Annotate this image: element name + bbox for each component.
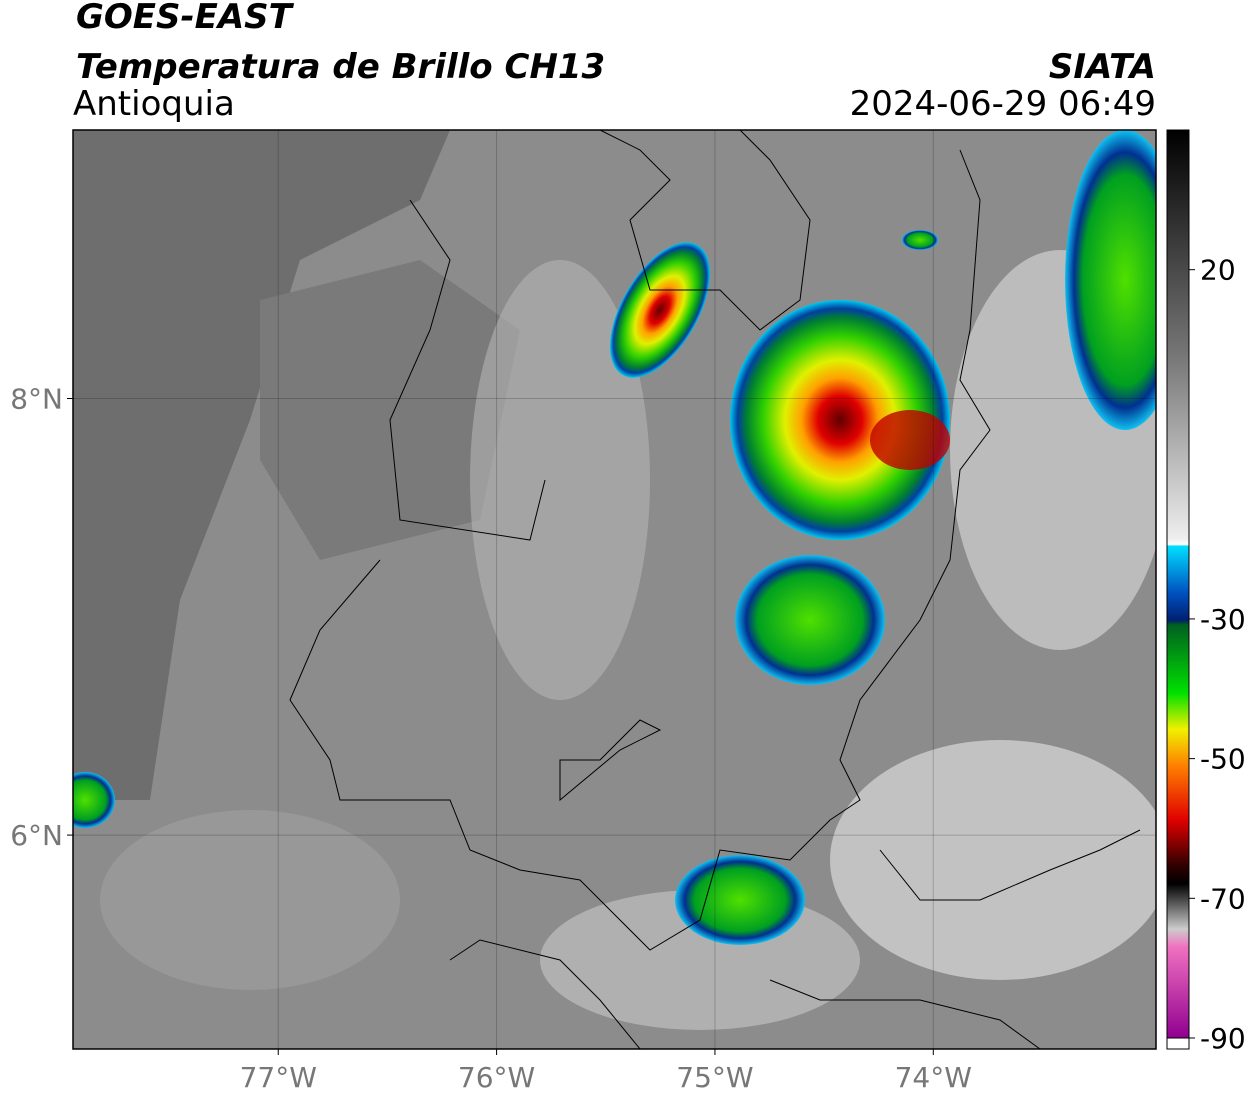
x-tick-label: 74°W <box>895 1061 972 1094</box>
colorbar-tick-label: -50 <box>1200 743 1246 776</box>
product-title: Temperatura de Brillo CH13 <box>76 47 605 87</box>
x-tick-label: 77°W <box>240 1061 317 1094</box>
satellite-name: GOES-EAST <box>76 0 295 37</box>
region-name: Antioquia <box>73 84 235 124</box>
colorbar-gradient <box>1166 129 1190 1039</box>
datetime: 2024-06-29 06:49 <box>850 84 1156 124</box>
satellite-image <box>73 130 1156 1049</box>
x-tick-label: 76°W <box>458 1061 535 1094</box>
colorbar-tick-label: 20 <box>1200 254 1236 287</box>
y-tick-label: 6°N <box>10 819 63 852</box>
x-tick-label: 75°W <box>676 1061 753 1094</box>
map-frame <box>72 129 1157 1050</box>
graticule <box>73 130 1156 1049</box>
source-name: SIATA <box>1049 47 1156 87</box>
colorbar-extend <box>1166 1037 1190 1050</box>
colorbar-tick-label: -30 <box>1200 603 1246 636</box>
colorbar <box>1166 129 1190 1050</box>
colorbar-tick-label: -90 <box>1200 1022 1246 1055</box>
colorbar-tick-label: -70 <box>1200 882 1246 915</box>
y-tick-label: 8°N <box>10 382 63 415</box>
